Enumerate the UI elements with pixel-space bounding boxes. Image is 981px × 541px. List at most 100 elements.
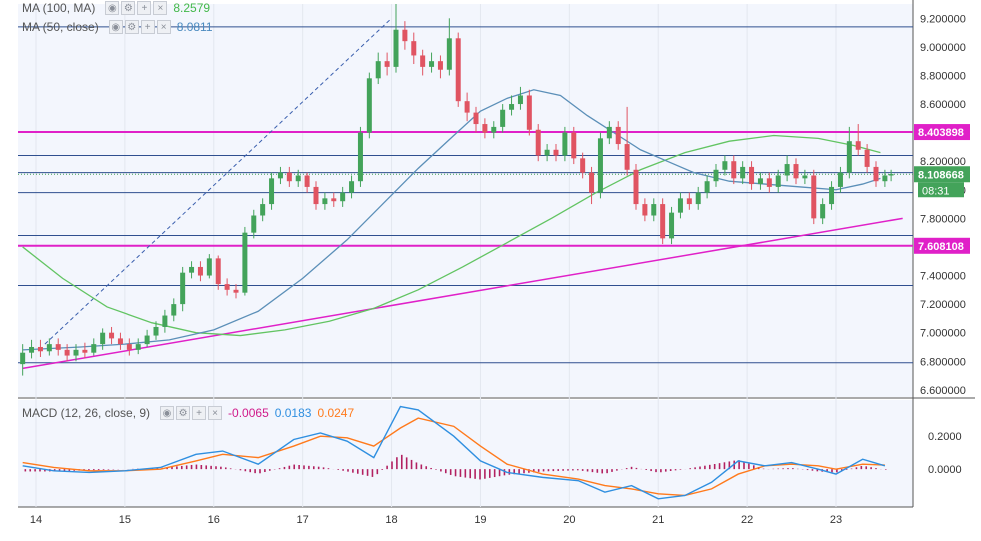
candle-body	[846, 141, 852, 173]
candle-body	[677, 198, 683, 213]
candle-body	[215, 258, 221, 285]
price-tick-label: 9.000000	[920, 42, 966, 54]
candle-body	[740, 166, 746, 179]
countdown-badge: 08:31	[922, 185, 950, 197]
candle-body	[855, 141, 861, 150]
candle-body	[864, 149, 870, 167]
candle-body	[340, 192, 346, 202]
eye-icon[interactable]: ◉	[108, 20, 123, 34]
candle-body	[286, 172, 292, 182]
candle-body	[882, 175, 888, 182]
dashed-projection-line	[44, 17, 392, 345]
candle-body	[597, 138, 603, 193]
price-tick-label: 8.800000	[920, 70, 966, 82]
candle-body	[260, 204, 266, 216]
time-tick-label: 16	[208, 514, 220, 526]
plus-icon[interactable]: +	[137, 1, 152, 15]
eye-icon[interactable]: ◉	[105, 1, 120, 15]
candle-body	[366, 78, 372, 133]
candle-body	[322, 198, 328, 205]
eye-icon[interactable]: ◉	[160, 406, 175, 420]
candle-body	[509, 104, 515, 110]
candle-body	[633, 169, 639, 205]
candle-body	[135, 344, 141, 350]
price-pane-background	[18, 4, 913, 397]
candle-body	[535, 129, 541, 156]
macd-legend-label: MACD (12, 26, close, 9)	[22, 406, 151, 420]
candle-body	[589, 172, 595, 193]
candle-body	[375, 61, 381, 79]
ma100-legend-label: MA (100, MA)	[22, 1, 96, 15]
close-icon[interactable]: ×	[156, 20, 171, 34]
current-price-badge-bg	[914, 166, 970, 183]
close-icon[interactable]: ×	[208, 406, 223, 420]
candle-body	[624, 144, 630, 170]
settings-icon[interactable]: ⚙	[124, 20, 139, 34]
time-tick-label: 20	[563, 514, 575, 526]
candle-body	[411, 41, 417, 56]
settings-icon[interactable]: ⚙	[176, 406, 191, 420]
ma100-legend: MA (100, MA) ◉ ⚙ + × 8.2579	[22, 0, 210, 16]
plus-icon[interactable]: +	[192, 406, 207, 420]
candle-body	[580, 158, 586, 173]
candle-body	[349, 181, 355, 193]
candle-body	[91, 344, 97, 353]
candle-body	[829, 186, 835, 205]
candle-body	[482, 124, 488, 133]
price-tick-label: 8.200000	[920, 156, 966, 168]
candle-body	[393, 29, 399, 67]
macd-tick-label: 0.2000	[928, 431, 962, 443]
ma50-legend: MA (50, close) ◉ ⚙ + × 8.0811	[22, 19, 213, 35]
candle-body	[180, 272, 186, 305]
candle-body	[331, 198, 337, 202]
candle-body	[384, 61, 390, 67]
price-tick-label: 6.600000	[920, 385, 966, 397]
candle-body	[100, 332, 106, 345]
candle-body	[500, 109, 506, 127]
support-trendline	[22, 217, 903, 370]
candle-body	[402, 29, 408, 42]
candle-body	[126, 344, 132, 350]
top-level-badge: 8.403898	[918, 127, 964, 139]
candle-body	[562, 132, 568, 156]
candle-body	[37, 346, 43, 352]
candle-body	[517, 95, 523, 105]
candle-body	[695, 192, 701, 205]
candle-body	[29, 346, 35, 353]
time-tick-label: 17	[297, 514, 309, 526]
candle-body	[171, 304, 177, 316]
bottom-level-badge-bg	[914, 237, 970, 254]
candle-body	[713, 169, 719, 182]
countdown-badge-bg	[918, 182, 964, 198]
candle-body	[313, 186, 319, 205]
macd-tick-label: 0.0000	[928, 464, 962, 476]
candle-body	[811, 175, 817, 219]
candle-body	[606, 126, 612, 139]
candle-body	[82, 349, 88, 353]
price-tick-label: 8.600000	[920, 99, 966, 111]
candle-body	[571, 132, 577, 159]
current-price-badge: 8.108668	[918, 169, 964, 181]
candle-body	[526, 95, 532, 130]
macd-legend-hist-value: -0.0065	[228, 406, 269, 420]
macd-legend-signal-value: 0.0247	[317, 406, 355, 420]
candle-body	[775, 175, 781, 187]
candle-body	[189, 266, 195, 273]
candle-body	[20, 352, 26, 365]
candle-body	[73, 349, 79, 356]
settings-icon[interactable]: ⚙	[121, 1, 136, 15]
candle-body	[233, 289, 239, 293]
candle-body	[669, 212, 675, 239]
ma100-legend-value: 8.2579	[173, 1, 211, 15]
candle-body	[553, 149, 559, 156]
time-tick-label: 15	[119, 514, 131, 526]
candle-body	[295, 175, 301, 182]
plus-icon[interactable]: +	[140, 20, 155, 34]
close-icon[interactable]: ×	[153, 1, 168, 15]
candle-body	[277, 172, 283, 179]
candle-body	[144, 335, 150, 345]
macd-line	[22, 405, 886, 500]
candle-body	[766, 178, 772, 187]
